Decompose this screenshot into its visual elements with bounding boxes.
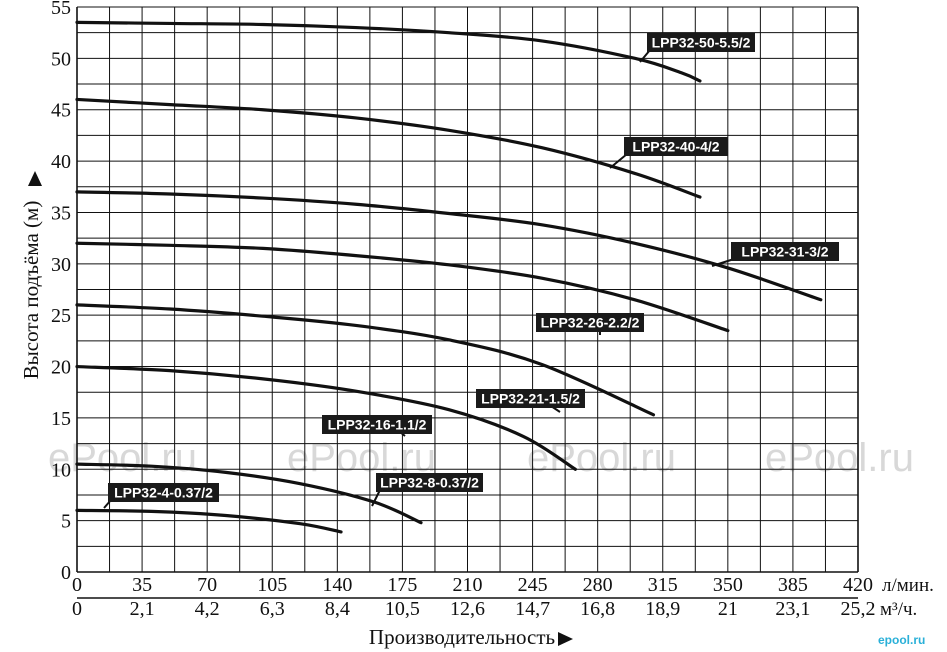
x-tick-label-secondary: 8,4 [325, 598, 350, 620]
x-tick-label: 245 [518, 574, 548, 596]
curve-label-box [536, 313, 644, 332]
watermark-text: ePool.ru [527, 436, 676, 480]
curve-label-text: LPP32-16-1.1/2 [328, 417, 427, 433]
y-tick-label: 20 [51, 357, 71, 379]
series-line-LPP32-26-2.2/2 [75, 241, 730, 333]
series-line-LPP32-50-5.5/2 [75, 20, 702, 83]
x-tick-label: 420 [843, 574, 873, 596]
x-tick-label: 105 [257, 574, 287, 596]
y-axis-arrow-icon [28, 171, 42, 186]
x-tick-label-secondary: 23,1 [775, 598, 810, 620]
x-tick-label-secondary: 10,5 [385, 598, 420, 620]
x-tick-label-secondary: 4,2 [195, 598, 220, 620]
watermark-text: ePool.ru [765, 436, 914, 480]
x-axis-arrow-icon [558, 632, 573, 646]
x-tick-label: 35 [132, 574, 152, 596]
y-tick-label: 0 [61, 562, 71, 584]
series-line-LPP32-31-3/2 [75, 190, 823, 302]
y-tick-label: 30 [51, 254, 71, 276]
brand-logo: epool.ru [878, 633, 925, 647]
curve-label-text: LPP32-50-5.5/2 [652, 35, 751, 51]
x-unit-secondary: м³/ч. [880, 599, 917, 620]
x-tick-label: 175 [387, 574, 417, 596]
y-tick-label: 10 [51, 459, 71, 481]
x-tick-label-secondary: 0 [72, 598, 82, 620]
y-tick-label: 45 [51, 100, 71, 122]
y-tick-label: 40 [51, 151, 71, 173]
curve-label-box [376, 473, 483, 492]
series-line-LPP32-40-4/2 [75, 97, 702, 199]
x-tick-label-secondary: 21 [718, 598, 738, 620]
label-leader-line [711, 258, 735, 267]
x-tick-label-secondary: 25,2 [841, 598, 876, 620]
curve-label-box [647, 33, 755, 52]
curve-labels: LPP32-50-5.5/2 LPP32-40-4/2 LPP32-31-3/2 LP… [103, 33, 839, 509]
x-tick-label: 385 [778, 574, 808, 596]
y-tick-label: 50 [51, 48, 71, 70]
series-line-LPP32-21-1.5/2 [75, 303, 656, 417]
x-tick-label-secondary: 18,9 [645, 598, 680, 620]
x-tick-label: 70 [197, 574, 217, 596]
x-tick-label-secondary: 6,3 [260, 598, 285, 620]
curve-label-text: LPP32-8-0.37/2 [380, 475, 479, 491]
series-line-LPP32-16-1.1/2 [75, 364, 577, 471]
y-tick-label: 55 [51, 0, 71, 19]
y-tick-label: 5 [61, 511, 71, 533]
label-leader-line [609, 153, 628, 169]
x-tick-label: 350 [713, 574, 743, 596]
x-tick-label: 140 [322, 574, 352, 596]
pump-curves [75, 20, 823, 534]
y-tick-label: 35 [51, 202, 71, 224]
x-tick-label: 280 [583, 574, 613, 596]
x-tick-label-secondary: 14,7 [515, 598, 550, 620]
y-tick-label: 25 [51, 305, 71, 327]
x-tick-label-secondary: 12,6 [450, 598, 485, 620]
curve-label-text: LPP32-4-0.37/2 [114, 485, 213, 501]
curve-label-box [731, 242, 839, 261]
x-tick-label: 315 [648, 574, 678, 596]
x-axis-title: Производительность [369, 625, 555, 649]
y-axis-title: Высота подъёма (м) [19, 201, 43, 380]
x-tick-label-secondary: 2,1 [130, 598, 155, 620]
curve-label-text: LPP32-40-4/2 [632, 139, 719, 155]
x-tick-label: 0 [72, 574, 82, 596]
curve-label-text: LPP32-26-2.2/2 [541, 315, 640, 331]
curve-label-box [624, 137, 728, 156]
curve-label-box [322, 415, 432, 434]
curve-label-text: LPP32-31-3/2 [741, 244, 828, 260]
curve-label-box [476, 389, 585, 408]
curve-label-box [108, 483, 219, 502]
x-tick-label: 210 [453, 574, 483, 596]
x-tick-label-secondary: 16,8 [580, 598, 615, 620]
x-unit-primary: л/мин. [882, 575, 934, 596]
y-tick-label: 15 [51, 408, 71, 430]
curve-label-text: LPP32-21-1.5/2 [481, 391, 580, 407]
series-line-LPP32-4-0.37/2 [75, 508, 343, 534]
label-leader-line [371, 489, 381, 507]
